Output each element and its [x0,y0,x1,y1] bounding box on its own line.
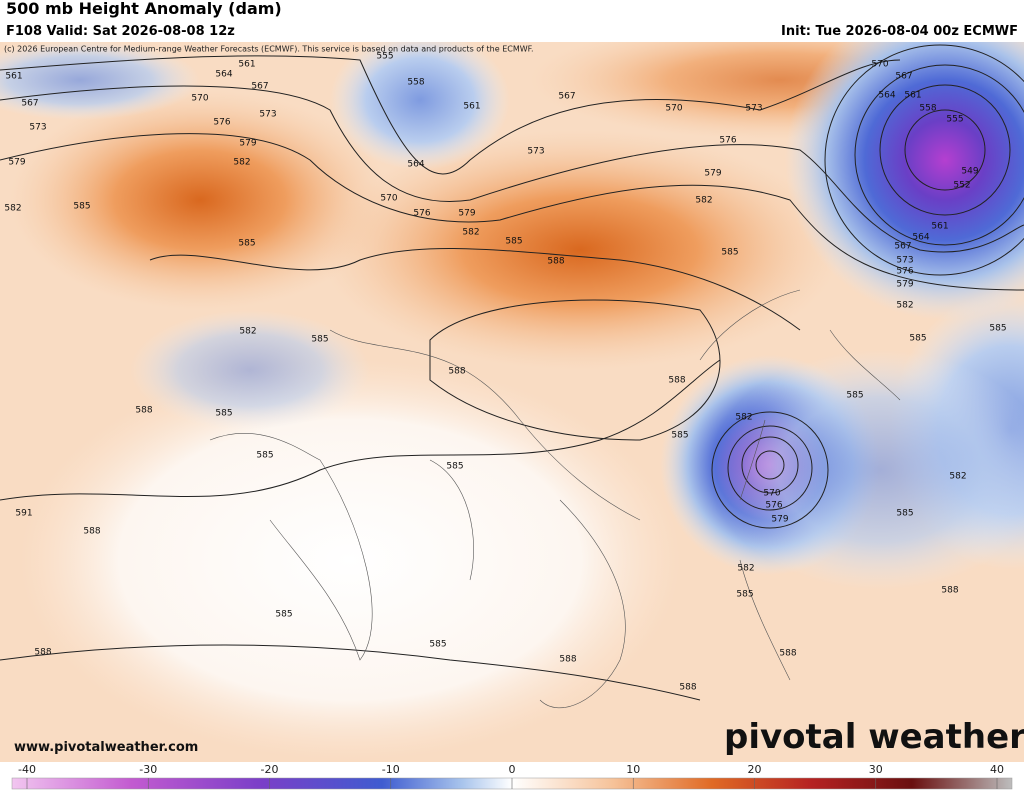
contour-label: 588 [941,586,958,596]
contour-label: 588 [34,648,51,658]
contour-label: 588 [779,649,796,659]
contour-label: 555 [376,52,393,62]
contour-label: 561 [238,60,255,70]
contour-label: 585 [311,335,328,345]
contour-label: 561 [904,91,921,101]
copyright: (c) 2026 European Centre for Medium-rang… [4,45,534,54]
contour-label: 570 [380,194,397,204]
valid-time: F108 Valid: Sat 2026-08-08 12z [6,24,235,39]
logo: pivotal weather [724,717,1024,757]
contour-label: 591 [15,509,32,519]
contour-label: 579 [704,169,721,179]
contour-label: 564 [407,160,424,170]
contour-label: 588 [83,527,100,537]
contour-label: 579 [8,158,25,168]
contour-label: 573 [259,110,276,120]
contour-label: 567 [21,99,38,109]
contour-label: 576 [765,501,782,511]
contour-label: 585 [429,640,446,650]
contour-label: 555 [946,115,963,125]
contour-label: 576 [719,136,736,146]
contour-label: 585 [671,431,688,441]
contour-label: 585 [446,462,463,472]
colorbar: -40 -30 -20 -10 0 10 20 30 40 [11,763,1013,790]
contour-label: 582 [949,472,966,482]
contour-label: 582 [896,301,913,311]
contour-label: 588 [547,257,564,267]
contour-label: 570 [871,60,888,70]
contour-label: 582 [695,196,712,206]
colorbar-tick-label: -40 [18,763,36,776]
contour-label: 585 [275,610,292,620]
colorbar-tick-label: 40 [990,763,1004,776]
colorbar-tick-label: 0 [509,763,516,776]
contour-label: 561 [931,222,948,232]
contour-label: 567 [895,72,912,82]
contour-label: 579 [239,139,256,149]
contour-label: 573 [29,123,46,133]
contour-label: 570 [665,104,682,114]
contour-label: 585 [256,451,273,461]
contour-label: 579 [896,280,913,290]
contour-label: 570 [191,94,208,104]
contour-label: 567 [251,82,268,92]
init-time: Init: Tue 2026-08-04 00z ECMWF [781,24,1018,39]
contour-label: 558 [407,78,424,88]
contour-label: 573 [527,147,544,157]
contour-label: 576 [896,267,913,277]
contour-label: 567 [894,242,911,252]
contour-label: 582 [735,413,752,423]
colorbar-tick-label: 10 [626,763,640,776]
contour-label: 585 [896,509,913,519]
title: 500 mb Height Anomaly (dam) [6,0,282,18]
colorbar-tick-label: -30 [139,763,157,776]
contour-label: 561 [5,72,22,82]
colorbar-tick-label: 20 [748,763,762,776]
contour-label: 567 [558,92,575,102]
contour-label: 579 [458,209,475,219]
contour-label: 582 [737,564,754,574]
contour-label: 576 [213,118,230,128]
colorbar-tick-label: -20 [261,763,279,776]
colorbar-tick-label: -10 [382,763,400,776]
contour-label: 585 [989,324,1006,334]
contour-label: 564 [215,70,232,80]
contour-label: 588 [135,406,152,416]
contour-label: 582 [462,228,479,238]
contour-label: 576 [413,209,430,219]
contour-label: 588 [448,367,465,377]
colorbar-tick-label: 30 [869,763,883,776]
contour-label: 582 [239,327,256,337]
contour-label: 585 [909,334,926,344]
contour-label: 582 [4,204,21,214]
contour-label: 570 [763,489,780,499]
contour-label: 585 [721,248,738,258]
contour-label: 588 [679,683,696,693]
contour-label: 579 [771,515,788,525]
contour-label: 561 [463,102,480,112]
map: (c) 2026 European Centre for Medium-rang… [0,42,1024,762]
contour-label: 585 [846,391,863,401]
contour-label: 585 [736,590,753,600]
contour-label: 549 [961,167,978,177]
contour-label: 582 [233,158,250,168]
contour-label: 558 [919,104,936,114]
contour-label: 573 [745,104,762,114]
contour-label: 588 [668,376,685,386]
contour-label: 585 [238,239,255,249]
contour-label: 588 [559,655,576,665]
contour-label: 564 [878,91,895,101]
contour-label: 552 [953,181,970,191]
website: www.pivotalweather.com [14,740,198,755]
contour-label: 585 [73,202,90,212]
contour-label: 573 [896,256,913,266]
contour-label: 564 [912,233,929,243]
contour-label: 585 [215,409,232,419]
contour-label: 585 [505,237,522,247]
